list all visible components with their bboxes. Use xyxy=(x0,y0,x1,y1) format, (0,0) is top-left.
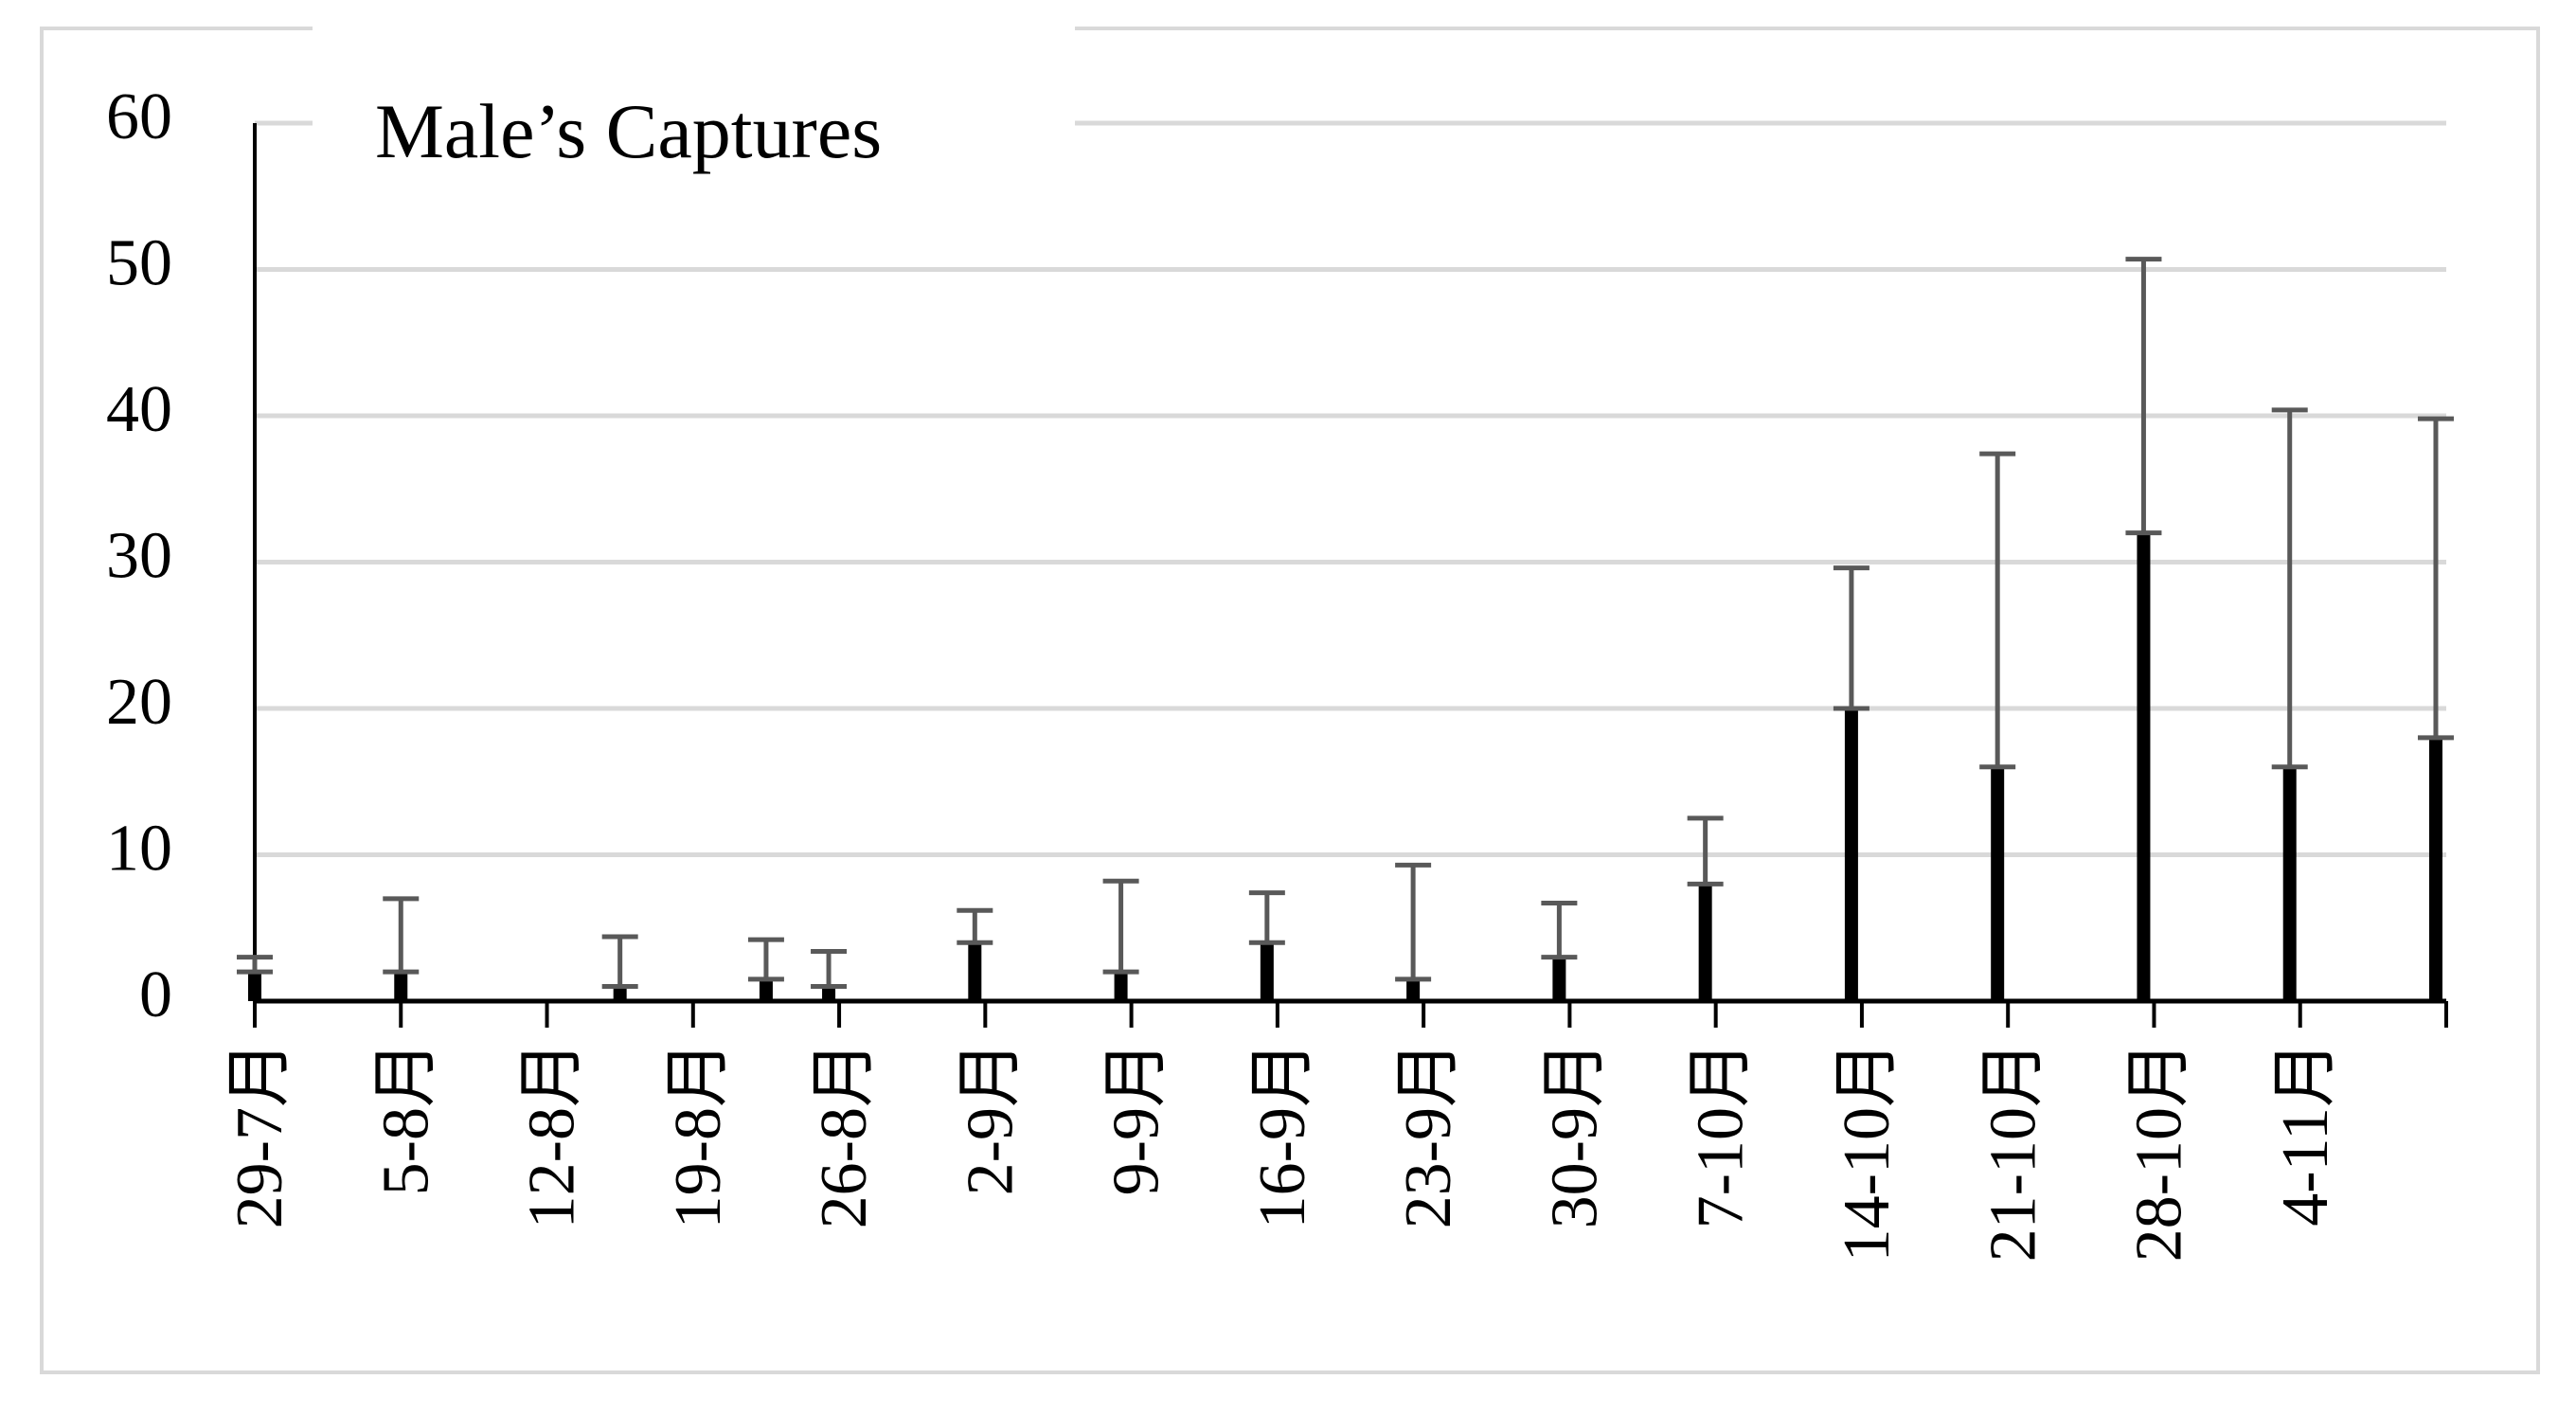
x-tick-label: 26-8月 xyxy=(808,1041,881,1228)
x-tick-label: 28-10月 xyxy=(2123,1041,2196,1262)
x-tick-label: 29-7月 xyxy=(224,1041,296,1228)
x-tick-label: 14-10月 xyxy=(1831,1041,1904,1262)
x-tick-label: 7-10月 xyxy=(1685,1041,1758,1228)
y-tick-label: 10 xyxy=(106,813,172,886)
bar xyxy=(1552,957,1566,1001)
bar xyxy=(248,972,261,1001)
bar xyxy=(2137,532,2151,1001)
title-background xyxy=(313,19,1075,199)
y-tick-label: 20 xyxy=(106,666,172,739)
chart-border xyxy=(40,27,2540,1374)
x-tick-label: 12-8月 xyxy=(516,1041,589,1228)
bar xyxy=(394,972,408,1001)
y-tick-label: 40 xyxy=(106,373,172,446)
bar xyxy=(2428,737,2442,1001)
bar xyxy=(2282,766,2297,1001)
bar xyxy=(613,986,627,1001)
bar xyxy=(822,986,836,1001)
y-tick-label: 60 xyxy=(106,81,172,153)
x-tick-label: 30-9月 xyxy=(1538,1041,1611,1228)
x-tick-label: 5-8月 xyxy=(369,1041,442,1195)
y-tick-label: 50 xyxy=(106,227,172,300)
x-tick-label: 9-9月 xyxy=(1100,1041,1173,1195)
x-tick-label: 2-9月 xyxy=(954,1041,1027,1195)
bar xyxy=(759,978,773,1001)
bar xyxy=(1260,942,1274,1001)
x-tick-label: 23-9月 xyxy=(1392,1041,1465,1228)
x-tick-label: 4-11月 xyxy=(2269,1041,2342,1227)
bar xyxy=(1406,978,1421,1001)
x-tick-label: 19-8月 xyxy=(662,1041,735,1228)
bar xyxy=(1114,972,1128,1001)
chart-title: Male’s Captures xyxy=(375,88,882,174)
bar xyxy=(1698,884,1712,1001)
y-tick-label: 0 xyxy=(139,958,172,1031)
bar xyxy=(1844,708,1858,1001)
y-tick-label: 30 xyxy=(106,520,172,593)
x-tick-label: 16-9月 xyxy=(1246,1041,1319,1228)
x-tick-label: 21-10月 xyxy=(1977,1041,2049,1262)
bar xyxy=(968,942,982,1001)
bar xyxy=(1991,766,2005,1001)
